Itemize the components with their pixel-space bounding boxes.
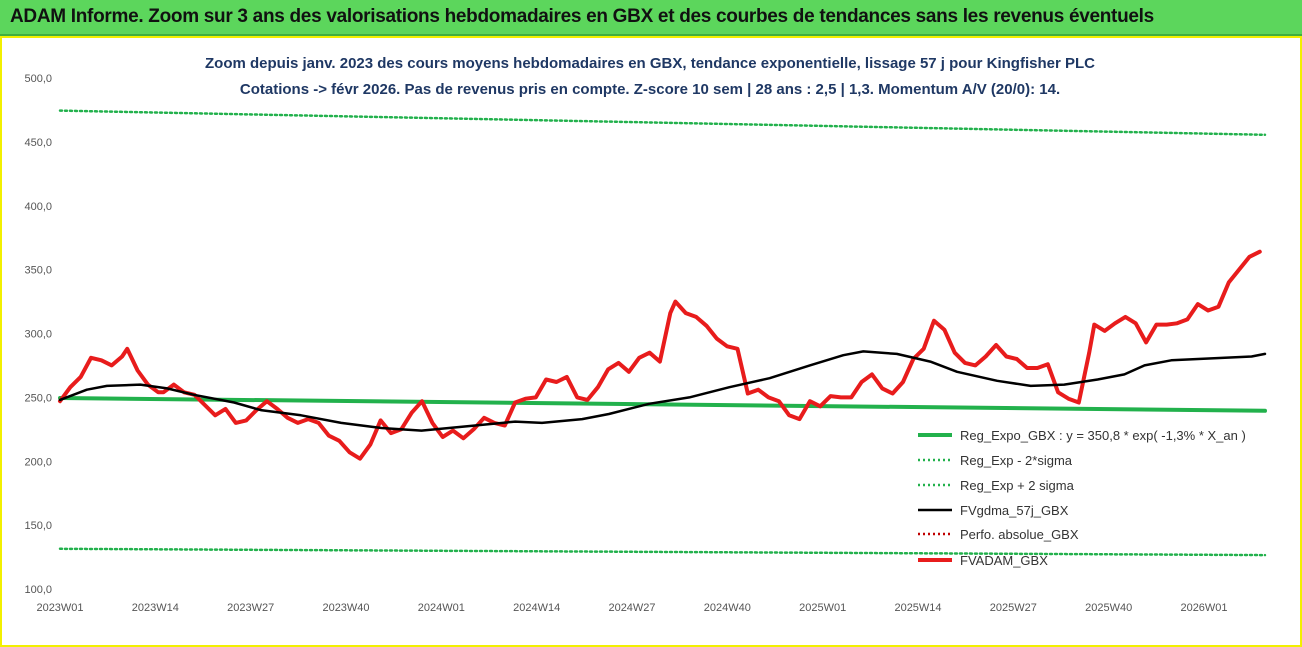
y-tick-label: 250,0 — [24, 392, 52, 404]
y-tick-label: 400,0 — [24, 201, 52, 213]
x-tick-label: 2024W40 — [704, 602, 751, 614]
x-tick-label: 2026W01 — [1180, 602, 1227, 614]
legend-label: Reg_Expo_GBX : y = 350,8 * exp( -1,3% * … — [960, 428, 1246, 443]
x-tick-label: 2024W14 — [513, 602, 560, 614]
legend-label: Reg_Exp - 2*sigma — [960, 453, 1073, 468]
report-header: ADAM Informe. Zoom sur 3 ans des valoris… — [0, 0, 1302, 36]
chart-title-line-1: Zoom depuis janv. 2023 des cours moyens … — [205, 55, 1095, 72]
x-axis: 2023W01 2023W14 2023W27 2023W40 2024W01 2024W… — [36, 602, 1227, 614]
y-tick-label: 200,0 — [24, 456, 52, 468]
x-tick-label: 2024W27 — [608, 602, 655, 614]
legend-label: Reg_Exp + 2 sigma — [960, 478, 1075, 493]
y-axis: 100,0 150,0 200,0 250,0 300,0 350,0 400,0 450,0… — [24, 73, 52, 596]
chart-title-line-2: Cotations -> févr 2026. Pas de revenus p… — [240, 81, 1060, 98]
series-line — [58, 396, 1267, 413]
y-tick-label: 450,0 — [24, 137, 52, 149]
x-tick-label: 2023W14 — [132, 602, 179, 614]
x-tick-label: 2025W01 — [799, 602, 846, 614]
x-tick-label: 2024W01 — [418, 602, 465, 614]
series-line — [58, 547, 1267, 557]
y-tick-label: 100,0 — [24, 584, 52, 596]
series-line — [58, 350, 1267, 432]
chart-area — [0, 36, 1302, 647]
legend-label: FVADAM_GBX — [960, 553, 1048, 568]
legend: Reg_Expo_GBX : y = 350,8 * exp( -1,3% * … — [918, 428, 1246, 568]
x-tick-label: 2023W27 — [227, 602, 274, 614]
y-tick-label: 350,0 — [24, 265, 52, 277]
x-tick-label: 2023W40 — [322, 602, 369, 614]
series-line — [58, 109, 1267, 137]
legend-label: Perfo. absolue_GBX — [960, 527, 1079, 542]
y-tick-label: 150,0 — [24, 520, 52, 532]
y-tick-label: 300,0 — [24, 329, 52, 341]
series-line — [58, 249, 1262, 461]
series-lines — [58, 109, 1267, 557]
x-tick-label: 2025W27 — [990, 602, 1037, 614]
y-tick-label: 500,0 — [24, 73, 52, 85]
x-tick-label: 2023W01 — [36, 602, 83, 614]
report-title: ADAM Informe. Zoom sur 3 ans des valoris… — [10, 6, 1154, 27]
legend-label: FVgdma_57j_GBX — [960, 503, 1069, 518]
x-tick-label: 2025W14 — [894, 602, 941, 614]
x-tick-label: 2025W40 — [1085, 602, 1132, 614]
